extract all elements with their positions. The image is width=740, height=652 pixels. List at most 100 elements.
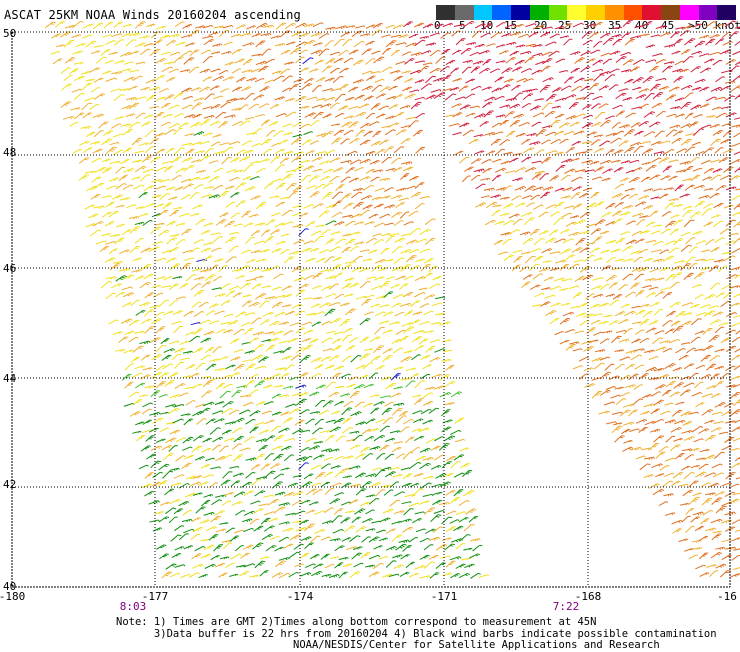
wind-barb [605, 116, 614, 119]
wind-barb [432, 374, 443, 378]
wind-barb [232, 69, 241, 73]
wind-barb [229, 574, 238, 576]
wind-barb [663, 494, 673, 497]
wind-barb [160, 194, 170, 200]
wind-barb [121, 319, 132, 324]
wind-barb [626, 221, 636, 225]
wind-barb [390, 71, 400, 74]
wind-barb [403, 327, 414, 334]
wind-barb [575, 331, 584, 333]
wind-barb [639, 427, 648, 432]
wind-barb [566, 344, 576, 350]
wind-barb [343, 328, 352, 332]
wind-barb [389, 105, 399, 110]
wind-barb [153, 472, 163, 477]
wind-barb [689, 497, 699, 504]
wind-barb [521, 212, 532, 216]
wind-barb [591, 140, 600, 145]
wind-barb [130, 412, 141, 417]
wind-barb [593, 332, 603, 335]
wind-barb [559, 288, 568, 290]
wind-barb [174, 509, 183, 514]
wind-barb [215, 294, 226, 297]
wind-barb [701, 355, 711, 361]
wind-barb [420, 555, 430, 559]
wind-barb [201, 338, 211, 343]
wind-barb [474, 114, 485, 118]
wind-barb [191, 142, 201, 145]
wind-barb [250, 427, 259, 433]
wind-barb [204, 40, 214, 45]
wind-barb [639, 121, 649, 126]
wind-barb [569, 232, 580, 236]
wind-barb [404, 222, 414, 226]
wind-barb [91, 194, 100, 199]
wind-barb [212, 411, 223, 414]
wind-barb [126, 97, 137, 100]
wind-barb [590, 161, 599, 164]
wind-barb [482, 160, 492, 164]
wind-barb [335, 471, 345, 477]
wind-barb [331, 318, 342, 323]
wind-barb [555, 27, 564, 29]
wind-barb [233, 473, 244, 476]
wind-barb [132, 431, 141, 433]
wind-barb [300, 269, 309, 273]
wind-barb [279, 522, 290, 525]
wind-barb [370, 447, 380, 450]
wind-barb [170, 234, 180, 237]
wind-barb [263, 149, 273, 154]
wind-barb [682, 431, 693, 434]
wind-barb [493, 205, 502, 207]
wind-barb [216, 529, 226, 532]
wind-barb [220, 89, 229, 93]
wind-barb [202, 391, 212, 398]
wind-barb [243, 59, 252, 65]
wind-barb [245, 187, 256, 191]
wind-barb [466, 79, 476, 83]
wind-barb [275, 165, 285, 172]
wind-barb [259, 446, 268, 451]
wind-barb [721, 301, 731, 306]
wind-barb [102, 159, 111, 162]
wind-barb [326, 221, 337, 225]
wind-barb [305, 258, 315, 262]
wind-barb [603, 315, 612, 317]
wind-barb [136, 311, 146, 316]
wind-barb [671, 427, 682, 432]
wind-barb [492, 175, 501, 181]
wind-barb [230, 158, 240, 163]
wind-barb [200, 269, 211, 272]
wind-barb [355, 473, 365, 478]
wind-barb [401, 427, 410, 432]
wind-barb [635, 131, 644, 135]
wind-barb [403, 527, 414, 532]
wind-barb [444, 381, 455, 387]
wind-barb [135, 166, 146, 172]
wind-barb [374, 223, 385, 227]
wind-barb [366, 419, 375, 424]
wind-barb [415, 80, 424, 83]
wind-barb [129, 217, 139, 219]
wind-barb [281, 50, 290, 54]
wind-barb [406, 368, 416, 371]
wind-barb [646, 293, 656, 298]
wind-barb [285, 513, 295, 515]
wind-barb [734, 117, 740, 119]
wind-barb [269, 122, 279, 127]
wind-barb [545, 295, 556, 298]
wind-barb [466, 509, 477, 515]
wind-barb [386, 41, 396, 47]
wind-barb [274, 474, 284, 479]
wind-barb [382, 67, 393, 72]
wind-barb [143, 169, 154, 173]
wind-barb [413, 489, 424, 496]
wind-barb [446, 561, 456, 567]
wind-barb [256, 402, 265, 406]
wind-barb [624, 329, 633, 335]
wind-barb [116, 205, 125, 207]
wind-barb [560, 36, 569, 38]
wind-barb [420, 196, 430, 198]
wind-barb [335, 456, 344, 459]
wind-barb [344, 130, 354, 135]
